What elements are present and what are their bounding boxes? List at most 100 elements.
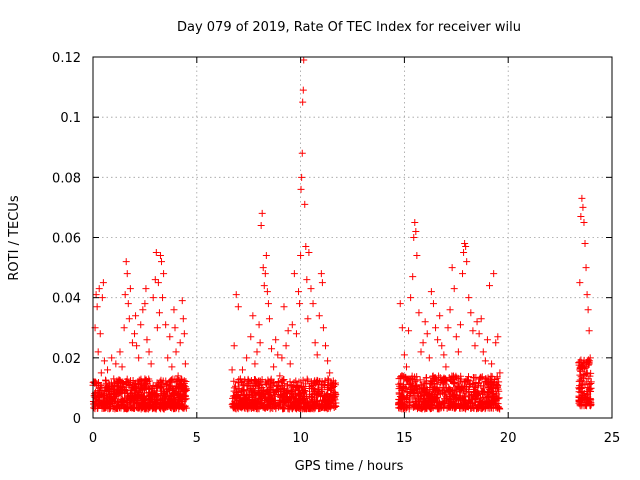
y-tick-label: 0.08 <box>52 171 81 186</box>
data-point <box>446 306 454 314</box>
data-point <box>268 345 276 353</box>
data-point <box>429 300 437 308</box>
data-point <box>156 252 164 260</box>
data-point <box>330 403 338 411</box>
data-point <box>578 194 586 202</box>
data-point <box>123 270 131 278</box>
data-point <box>251 360 259 368</box>
data-point <box>313 351 321 359</box>
data-point <box>122 381 130 389</box>
data-point <box>453 386 461 394</box>
data-point <box>119 397 127 405</box>
data-point <box>297 185 305 193</box>
data-point <box>110 375 118 383</box>
data-point <box>108 354 116 362</box>
data-point <box>584 358 592 366</box>
data-point <box>454 348 462 356</box>
data-point <box>496 369 504 377</box>
data-point <box>584 375 592 383</box>
data-point <box>135 354 143 362</box>
data-point <box>471 342 479 350</box>
data-point <box>439 379 447 387</box>
data-point <box>120 324 128 332</box>
data-point <box>318 279 326 287</box>
data-point <box>121 291 129 299</box>
data-point <box>230 387 238 395</box>
data-point <box>234 405 242 413</box>
data-point <box>586 354 594 362</box>
data-point <box>464 377 472 385</box>
data-point <box>155 309 163 317</box>
data-point <box>494 385 502 393</box>
data-point <box>97 369 105 377</box>
data-point <box>179 315 187 323</box>
data-point <box>299 376 307 384</box>
data-point <box>455 385 463 393</box>
data-point <box>310 388 318 396</box>
data-point <box>478 373 486 381</box>
data-point <box>159 294 167 302</box>
data-point <box>154 279 162 287</box>
data-point <box>274 391 282 399</box>
data-point <box>450 285 458 293</box>
data-point <box>253 348 261 356</box>
data-point <box>176 339 184 347</box>
data-point <box>452 400 460 408</box>
data-point <box>434 401 442 409</box>
data-point <box>477 315 485 323</box>
data-point <box>575 384 583 392</box>
data-point <box>174 372 182 380</box>
data-point <box>128 339 136 347</box>
data-point <box>266 378 274 386</box>
data-point <box>301 200 309 208</box>
data-point <box>260 282 268 290</box>
data-point <box>289 393 297 401</box>
data-point <box>452 333 460 341</box>
data-point <box>587 378 595 386</box>
data-point <box>136 387 144 395</box>
data-point <box>578 391 586 399</box>
data-point <box>175 392 183 400</box>
data-point <box>492 380 500 388</box>
data-point <box>146 404 154 412</box>
data-point <box>96 330 104 338</box>
data-point <box>243 354 251 362</box>
data-point <box>315 312 323 320</box>
data-point <box>576 385 584 393</box>
data-point <box>471 383 479 391</box>
y-tick-label: 0 <box>73 412 81 427</box>
data-point <box>243 395 251 403</box>
data-point <box>462 396 470 404</box>
data-point <box>445 402 453 410</box>
data-point <box>295 402 303 410</box>
data-point <box>133 385 141 393</box>
data-point <box>320 391 328 399</box>
data-point <box>130 380 138 388</box>
data-point <box>297 382 305 390</box>
data-point <box>138 400 146 408</box>
data-point <box>410 234 418 241</box>
data-point <box>259 264 267 272</box>
x-tick-label: 20 <box>500 431 517 446</box>
data-point <box>456 392 464 400</box>
data-point <box>292 330 300 338</box>
data-point <box>583 388 591 396</box>
data-point <box>248 398 256 406</box>
data-point <box>258 391 266 399</box>
data-point <box>132 385 140 393</box>
data-point <box>448 264 456 272</box>
data-point <box>107 382 115 390</box>
data-point <box>479 348 487 356</box>
data-point <box>579 380 587 388</box>
data-point <box>261 404 269 412</box>
data-point <box>99 279 107 287</box>
data-point <box>320 404 328 412</box>
y-axis-label: ROTI / TECUs <box>7 195 22 280</box>
data-point <box>306 405 314 413</box>
data-point <box>240 382 248 390</box>
data-point <box>400 382 408 390</box>
data-point <box>229 402 237 410</box>
data-point <box>117 379 125 387</box>
data-point <box>582 370 590 378</box>
data-point <box>303 276 311 284</box>
